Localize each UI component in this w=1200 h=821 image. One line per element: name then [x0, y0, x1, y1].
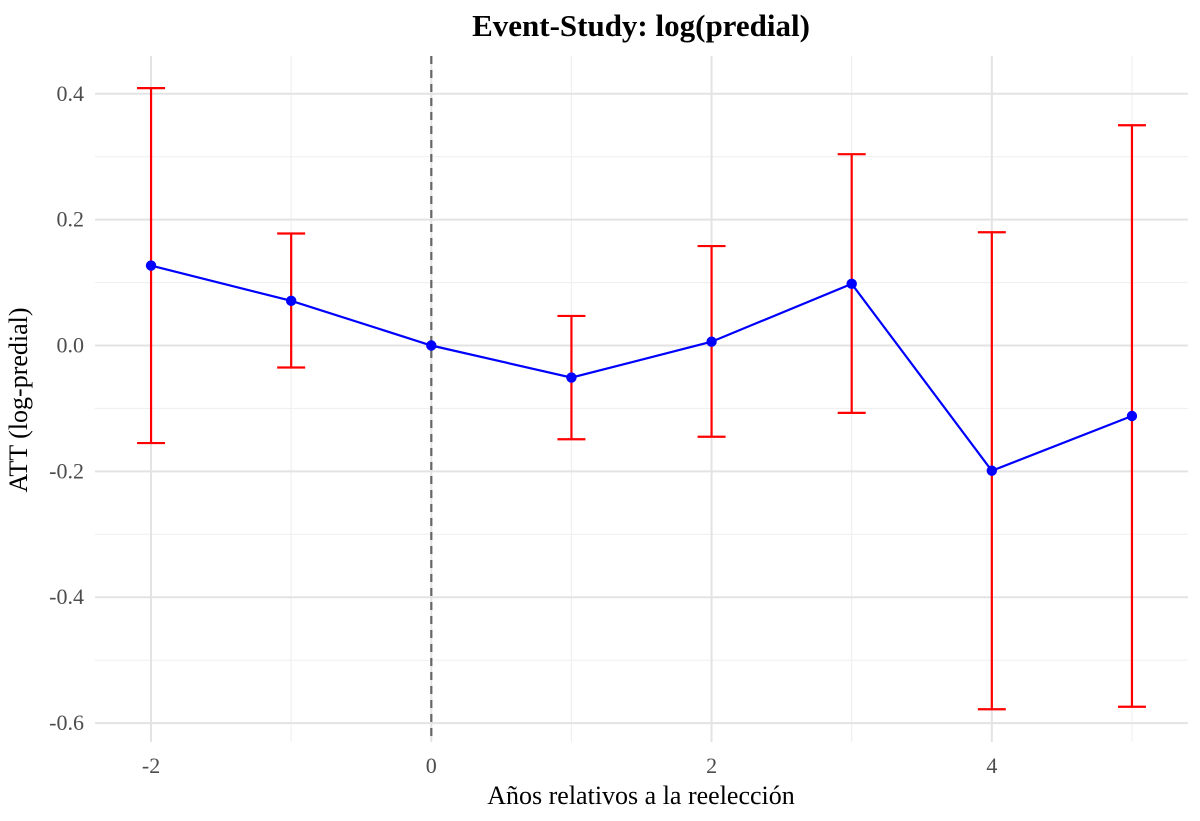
series-line-group — [150, 264, 1133, 473]
x-axis-title: Años relativos a la reelección — [487, 781, 795, 810]
x-axis-ticks: -2 0 2 4 — [142, 753, 997, 778]
chart-title: Event-Study: log(predial) — [472, 8, 810, 43]
x-tick-label: 0 — [426, 753, 437, 778]
data-points — [145, 260, 1138, 476]
data-point — [846, 278, 857, 290]
y-axis-title: ATT (log-predial) — [4, 307, 33, 492]
data-point — [285, 295, 297, 307]
x-tick-label: -2 — [142, 753, 160, 778]
data-point — [145, 260, 157, 271]
data-point — [566, 372, 577, 383]
data-point — [426, 340, 437, 351]
y-axis-ticks: 0.4 0.2 0.0 -0.2 -0.4 -0.6 — [49, 81, 84, 735]
data-point — [1126, 410, 1138, 422]
y-tick-label: 0.2 — [57, 207, 85, 232]
y-tick-label: -0.4 — [49, 584, 84, 609]
error-bars — [137, 86, 1146, 711]
x-tick-label: 2 — [706, 753, 717, 778]
grid — [95, 56, 1188, 742]
data-point — [706, 336, 717, 347]
y-tick-label: -0.2 — [49, 458, 84, 483]
data-point — [986, 465, 998, 476]
x-tick-label: 4 — [986, 753, 997, 778]
y-tick-label: 0.4 — [57, 81, 85, 106]
y-tick-label: 0.0 — [57, 333, 85, 358]
series-line — [150, 264, 1133, 473]
y-tick-label: -0.6 — [49, 710, 84, 735]
